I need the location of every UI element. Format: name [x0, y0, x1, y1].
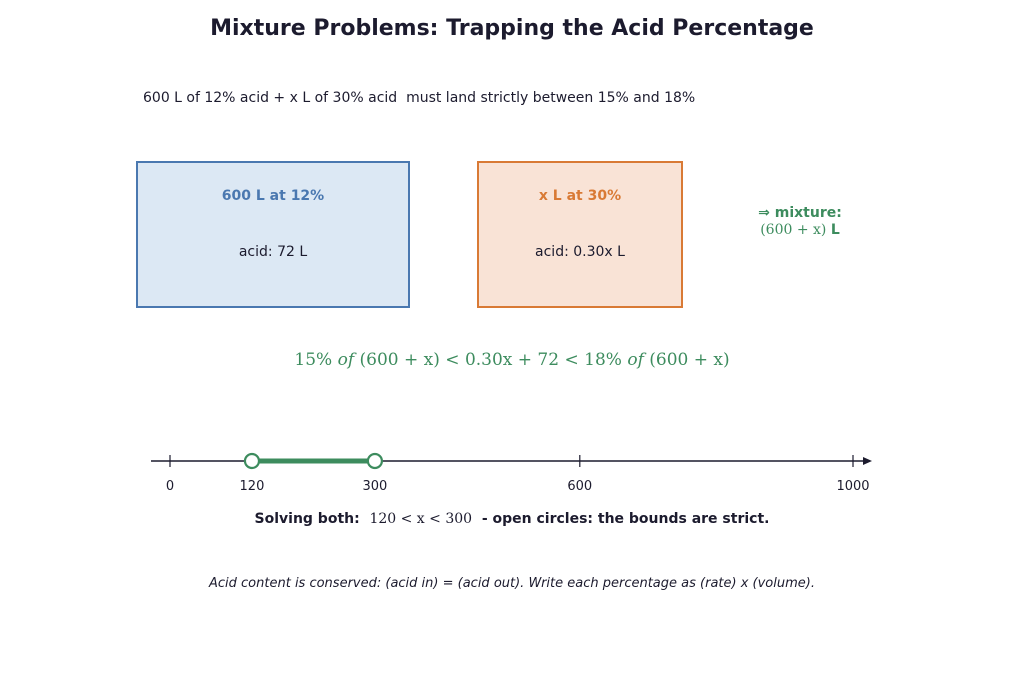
inequality-equation: 15% of (600 + x) < 0.30x + 72 < 18% of (… — [0, 350, 1024, 370]
inequality-of-left: of — [337, 350, 355, 370]
solution-suffix: - open circles: the bounds are strict. — [481, 511, 770, 527]
inequality-lt-right: < — [564, 350, 579, 370]
open-endpoint — [243, 452, 261, 470]
open-endpoint — [366, 452, 383, 470]
inequality-expr-right: (600 + x) — [649, 350, 730, 370]
inequality-of-right: of — [627, 350, 644, 370]
solution-b-title: x L at 30% — [538, 188, 622, 204]
solution-prefix: Solving both: — [254, 511, 360, 527]
inequality-right-pct: 18% — [584, 350, 622, 370]
mixture-heading: ⇒ mixture: — [758, 205, 842, 221]
solution-b-box: x L at 30% acid: 0.30x L — [477, 161, 683, 308]
inequality-middle: 0.30x + 72 — [464, 350, 560, 370]
mixture-volume-line: (600 + x) L — [740, 222, 860, 239]
solution-a-title: 600 L at 12% — [221, 188, 325, 204]
number-line-tick-label: 120 — [240, 479, 265, 494]
number-line-arrowhead — [863, 457, 872, 465]
mixture-unit: L — [830, 222, 840, 238]
inequality-lt-left: < — [445, 350, 460, 370]
solution-b-acid: acid: 0.30x L — [535, 244, 625, 260]
mixture-label: ⇒ mixture: (600 + x) L — [740, 205, 860, 239]
solution-math: 120 < x < 300 — [369, 511, 473, 527]
footnote: Acid content is conserved: (acid in) = (… — [209, 576, 815, 591]
inequality-expr-left: (600 + x) — [359, 350, 440, 370]
number-line-tick-label: 0 — [166, 479, 174, 494]
inequality-left-pct: 15% — [294, 350, 333, 370]
problem-statement: 600 L of 12% acid + x L of 30% acid must… — [143, 90, 696, 106]
number-line-tick-label: 300 — [362, 479, 387, 494]
number-line-tick-label: 1000 — [836, 479, 869, 494]
solution-statement: Solving both: 120 < x < 300 - open circl… — [0, 511, 1024, 527]
solution-a-box: 600 L at 12% acid: 72 L — [136, 161, 410, 308]
number-line-tick-label: 600 — [567, 479, 592, 494]
solution-a-acid: acid: 72 L — [238, 244, 308, 260]
page-title: Mixture Problems: Trapping the Acid Perc… — [210, 16, 814, 41]
mixture-volume: (600 + x) — [760, 222, 827, 238]
